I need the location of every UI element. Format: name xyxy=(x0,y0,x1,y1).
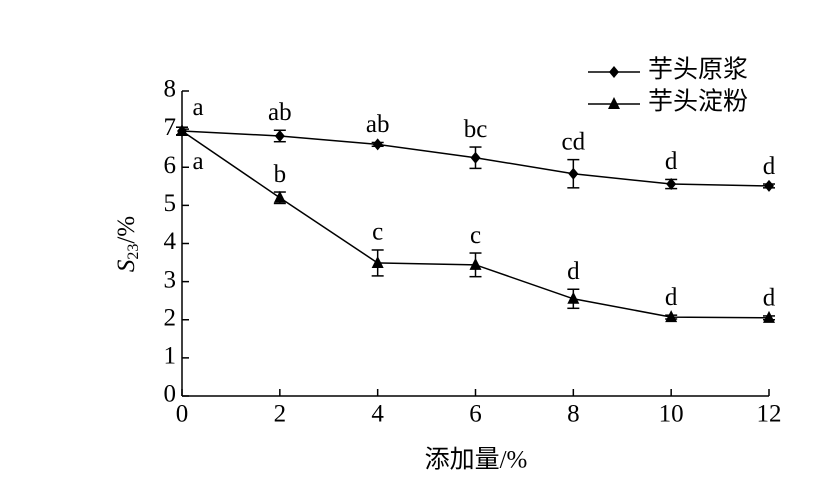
significance-letter: b xyxy=(274,161,287,188)
y-label-sub: 23 xyxy=(125,244,142,260)
y-tick-label: 8 xyxy=(164,76,177,103)
significance-letter: cd xyxy=(562,128,586,155)
marker xyxy=(273,190,286,203)
significance-letter: d xyxy=(665,148,678,175)
marker xyxy=(469,257,482,270)
x-axis-label: 添加量/% xyxy=(425,446,528,474)
marker xyxy=(568,167,579,180)
y-label-unit: /% xyxy=(113,216,140,244)
x-tick-label: 10 xyxy=(659,401,684,428)
x-tick-label: 8 xyxy=(567,401,580,428)
significance-letter: d xyxy=(665,284,678,311)
marker xyxy=(608,97,620,109)
significance-letter: d xyxy=(763,153,776,180)
significance-letter: d xyxy=(567,258,580,285)
marker xyxy=(274,129,285,142)
x-tick-label: 6 xyxy=(469,401,482,428)
marker xyxy=(665,310,678,323)
y-tick-label: 1 xyxy=(164,343,177,370)
y-label-main: S xyxy=(113,259,140,272)
x-tick-label: 2 xyxy=(274,401,287,428)
marker xyxy=(371,255,384,268)
significance-letter: ab xyxy=(268,99,292,126)
y-tick-label: 2 xyxy=(164,304,177,331)
marker xyxy=(176,124,188,137)
significance-letter: ab xyxy=(366,111,390,138)
x-tick-label: 12 xyxy=(757,401,782,428)
legend-label: 芋头淀粉 xyxy=(648,88,748,116)
significance-letter: a xyxy=(192,94,203,121)
y-axis-label: S23/% xyxy=(113,216,142,272)
marker xyxy=(666,178,677,191)
marker xyxy=(567,291,580,304)
marker xyxy=(372,138,383,151)
significance-letter: d xyxy=(763,285,776,312)
significance-letter: c xyxy=(372,219,383,246)
significance-letter: a xyxy=(192,148,203,175)
y-tick-label: 5 xyxy=(164,190,177,217)
y-tick-label: 4 xyxy=(164,228,177,255)
y-tick-label: 0 xyxy=(164,381,177,408)
x-tick-label: 0 xyxy=(176,401,189,428)
y-tick-label: 3 xyxy=(164,266,177,293)
y-tick-label: 6 xyxy=(164,152,177,179)
marker xyxy=(763,310,775,323)
marker xyxy=(470,151,481,164)
legend-label: 芋头原浆 xyxy=(648,56,748,84)
y-tick-label: 7 xyxy=(164,114,177,141)
significance-letter: bc xyxy=(464,116,488,143)
significance-letter: c xyxy=(470,222,481,249)
marker xyxy=(609,66,619,78)
x-tick-label: 4 xyxy=(371,401,384,428)
marker xyxy=(764,179,774,192)
